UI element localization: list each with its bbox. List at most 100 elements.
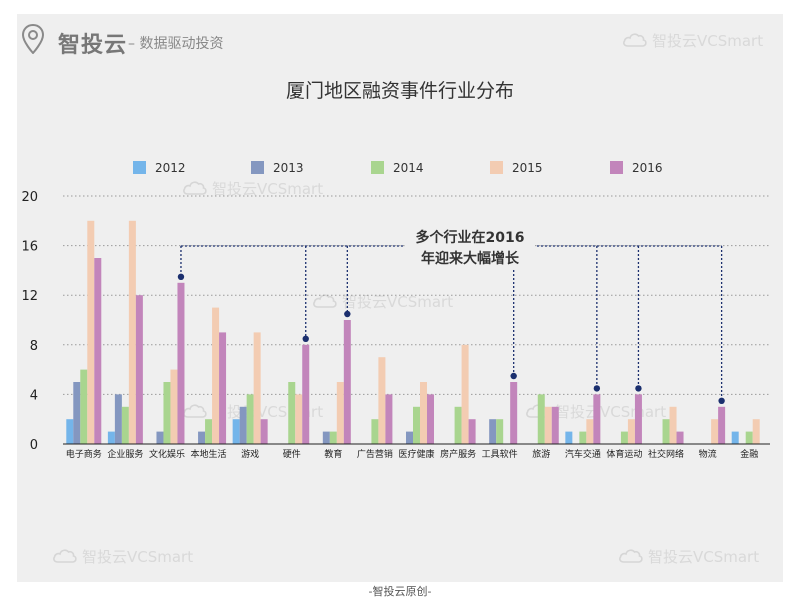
x-tick-label: 广告营销 xyxy=(357,448,393,460)
watermark: 智投云VCSmart xyxy=(618,546,759,567)
chart-title: 厦门地区融资事件行业分布 xyxy=(286,80,514,102)
bar-2014-社交网络 xyxy=(662,419,670,444)
bar-2016-工具软件 xyxy=(510,382,518,444)
x-tick-label: 游戏 xyxy=(241,448,259,460)
bar-2015-电子商务 xyxy=(87,220,95,444)
bar-2015-金融 xyxy=(752,419,760,444)
y-tick-label: 0 xyxy=(30,438,38,453)
bar-2014-企业服务 xyxy=(121,406,129,444)
bar-2012-汽车交通 xyxy=(565,431,573,444)
x-tick-label: 工具软件 xyxy=(482,448,518,460)
bar-2012-金融 xyxy=(731,431,739,444)
bar-2014-房产服务 xyxy=(454,406,462,444)
annotation-marker xyxy=(344,310,351,318)
bar-2016-企业服务 xyxy=(135,295,143,444)
bar-series xyxy=(66,220,760,444)
bar-2013-工具软件 xyxy=(489,419,497,444)
legend-swatch-2016 xyxy=(610,161,623,174)
bar-2016-游戏 xyxy=(260,419,268,444)
annotation-marker xyxy=(635,385,642,392)
bar-2013-教育 xyxy=(322,431,330,444)
chart-grid xyxy=(63,195,770,395)
bar-2015-医疗健康 xyxy=(420,382,427,444)
bar-2016-文化娱乐 xyxy=(177,282,185,444)
x-tick-label: 企业服务 xyxy=(107,448,143,460)
legend-swatch-2012 xyxy=(133,161,146,174)
legend-label-2012: 2012 xyxy=(155,161,186,175)
bar-2015-本地生活 xyxy=(212,307,220,444)
legend-label-2013: 2013 xyxy=(273,161,304,175)
x-tick-label: 教育 xyxy=(324,448,342,460)
bar-2016-教育 xyxy=(343,320,351,444)
annotation-marker xyxy=(510,372,517,380)
bar-2014-本地生活 xyxy=(205,419,213,444)
bar-2015-文化娱乐 xyxy=(170,369,178,444)
footer-credit: -智投云原创- xyxy=(368,585,432,598)
x-axis: 电子商务 企业服务 文化娱乐 本地生活 游戏 硬件 教育 广告营销 医疗健康 房产服务 工具软件 旅游… xyxy=(63,443,770,460)
x-tick-label: 金融 xyxy=(740,448,758,460)
annotation-marker xyxy=(302,335,309,342)
bar-2014-汽车交通 xyxy=(579,431,587,444)
x-tick-label: 房产服务 xyxy=(440,448,476,460)
bar-2015-社交网络 xyxy=(669,406,677,444)
legend-swatch-2015 xyxy=(490,161,503,174)
bar-2016-体育运动 xyxy=(634,394,642,444)
annotation-marker xyxy=(593,385,601,392)
x-tick-label: 社交网络 xyxy=(648,448,684,460)
annotation-text: 年迎来大幅增长 xyxy=(421,250,520,267)
bar-2014-工具软件 xyxy=(496,419,504,444)
bar-2016-社交网络 xyxy=(676,431,684,444)
bar-2012-电子商务 xyxy=(66,419,74,444)
y-tick-label: 12 xyxy=(21,289,38,304)
watermark: 智投云VCSmart xyxy=(52,546,193,567)
bar-2016-房产服务 xyxy=(468,419,476,444)
bar-2016-广告营销 xyxy=(385,394,393,444)
y-axis: 0 4 8 12 16 20 xyxy=(21,190,38,453)
x-tick-label: 汽车交通 xyxy=(565,448,601,460)
bar-2014-硬件 xyxy=(288,382,296,444)
bar-2013-电子商务 xyxy=(73,382,81,444)
watermark: 智投云VCSmart xyxy=(622,30,763,51)
bar-2015-企业服务 xyxy=(128,220,136,444)
bar-2013-医疗健康 xyxy=(406,431,413,444)
bar-2016-物流 xyxy=(718,406,726,444)
bar-2014-教育 xyxy=(329,431,337,444)
bar-2016-医疗健康 xyxy=(427,394,434,444)
bar-2014-文化娱乐 xyxy=(163,382,171,444)
x-tick-label: 电子商务 xyxy=(66,448,102,460)
bar-2014-金融 xyxy=(745,431,753,444)
cloud-logo-icon xyxy=(182,180,208,196)
bar-2016-汽车交通 xyxy=(593,394,601,444)
x-tick-label: 医疗健康 xyxy=(398,448,434,460)
x-tick-label: 本地生活 xyxy=(191,448,227,460)
bar-2014-游戏 xyxy=(246,394,254,444)
bar-2015-教育 xyxy=(336,382,344,444)
legend-label-2016: 2016 xyxy=(632,161,663,175)
chart-legend: 2012 2013 2014 2015 2016 xyxy=(133,161,663,175)
y-tick-label: 4 xyxy=(30,388,38,403)
bar-2016-旅游 xyxy=(551,406,559,444)
watermark: 智投云VCSmart xyxy=(182,178,323,199)
bar-2013-游戏 xyxy=(239,406,247,444)
bar-2016-本地生活 xyxy=(219,332,227,444)
bar-2015-广告营销 xyxy=(378,357,386,444)
cloud-logo-icon xyxy=(618,548,644,564)
annotation-text: 多个行业在2016 xyxy=(416,229,525,246)
brand-tagline: – 数据驱动投资 xyxy=(128,36,224,52)
bar-2015-硬件 xyxy=(295,394,303,444)
annotation-marker xyxy=(177,273,185,280)
legend-swatch-2014 xyxy=(371,161,384,174)
bar-2012-企业服务 xyxy=(107,431,115,444)
legend-swatch-2013 xyxy=(251,161,264,174)
annotation-marker xyxy=(718,397,725,404)
bar-2015-游戏 xyxy=(253,332,261,444)
x-tick-label: 旅游 xyxy=(532,448,550,460)
bar-2014-旅游 xyxy=(537,394,545,444)
bar-2013-本地生活 xyxy=(198,431,206,444)
y-tick-label: 20 xyxy=(21,190,38,205)
bar-2013-企业服务 xyxy=(114,394,122,444)
x-tick-label: 文化娱乐 xyxy=(149,448,185,460)
chart-annotation: 多个行业在2016 年迎来大幅增长 xyxy=(177,226,725,404)
y-tick-label: 8 xyxy=(30,339,38,354)
